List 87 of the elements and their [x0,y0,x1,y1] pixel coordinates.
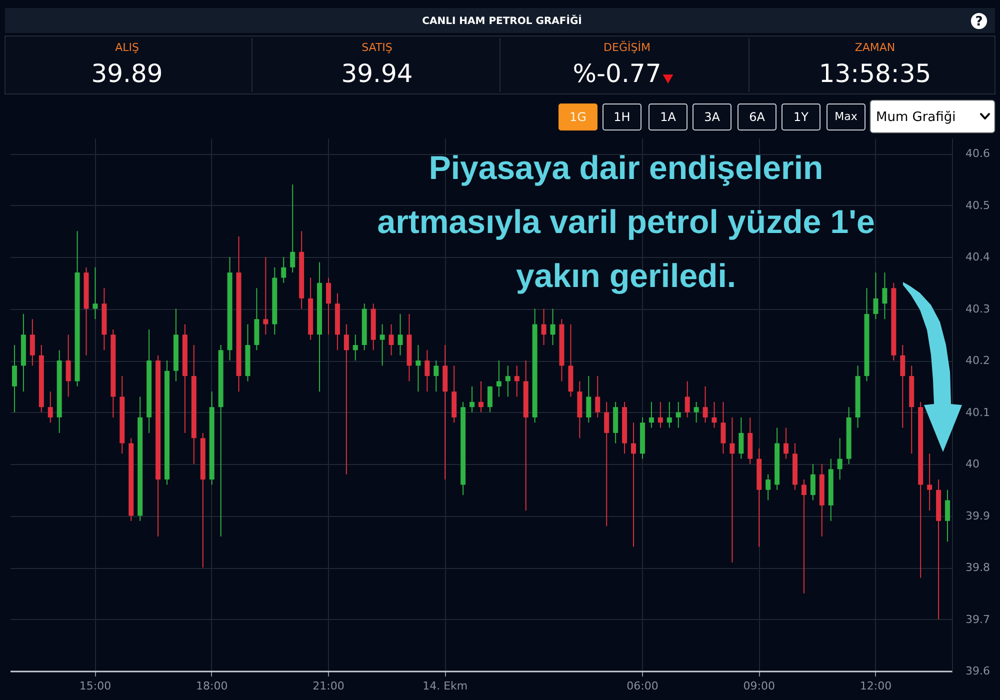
text: 39.94 [341,59,413,88]
candlestick [738,416,744,460]
candlestick [263,256,268,336]
candlestick [541,308,546,346]
text: 6A [749,110,766,124]
candlestick [801,479,806,594]
y-tick-label: 39.9 [966,509,990,522]
y-tick-label: 40.5 [966,198,990,212]
x-tick-label: 21:00 [312,680,344,692]
candlestick [326,277,331,336]
candlestick [873,272,878,320]
candlestick [12,344,17,413]
candlestick [586,376,592,424]
candlestick [945,489,950,542]
text: ? [975,14,983,30]
candlestick [595,376,600,418]
candlestick [676,401,681,428]
candlestick [478,380,484,413]
text: 13:58:35 [818,59,932,88]
candlestick [398,313,403,356]
y-tick-label: 40.4 [966,250,990,264]
text: 39.89 [91,59,163,88]
text: %-0.77 [572,59,662,88]
candlestick [658,401,663,428]
y-tick-label: 40.3 [966,302,990,316]
candlestick [344,324,349,475]
annotation: Piyasaya dair endişelerin artmasıyla varil petrol yüzde 1'e yakın geriledi. [377,149,875,294]
candlestick [720,401,726,454]
y-tick-label: 40 [966,458,980,471]
text: ZAMAN [854,41,896,54]
candlestick [380,324,385,366]
text: DEĞİŞİM [604,40,650,54]
candlestick [434,360,439,392]
candlestick [352,334,358,362]
candlestick [684,380,690,418]
text: SATIŞ [362,41,392,54]
x-tick-label: 09:00 [743,680,775,692]
candlestick [837,438,842,480]
text: 1G [570,110,586,124]
text: Mum Grafiği [876,110,956,125]
text: ALIŞ [115,41,139,54]
y-tick-label: 40.6 [966,147,990,160]
candlestick [416,344,421,392]
text: 1A [660,110,677,124]
candlestick [66,334,71,398]
x-tick-label: 12:00 [860,680,892,692]
candlestick [810,464,816,501]
x-tick-label: 14. Ekm [422,680,468,692]
candlestick [505,365,510,398]
candlestick [550,308,556,346]
candlestick [666,401,672,428]
candlestick [30,318,35,366]
text: Max [834,110,858,123]
text: 1Y [794,110,810,124]
x-tick-label: 06:00 [626,680,658,692]
candlestick [648,401,654,428]
candlestick [424,350,430,392]
candlestick [281,256,286,284]
y-tick-label: 40.2 [966,354,990,368]
y-tick-label: 40.1 [966,406,990,419]
candlestick [290,184,296,274]
candlestick [927,453,932,512]
chart-title: CANLI HAM PETROL GRAFİĞİ [422,14,582,27]
x-tick-label: 18:00 [196,680,228,692]
candlestick [766,474,771,501]
text: 1H [614,110,630,124]
y-tick-label: 39.6 [966,664,990,678]
candlestick [702,386,708,424]
candlestick [730,416,735,563]
candlestick [882,272,888,320]
y-tick-label: 39.8 [966,561,990,574]
x-tick-label: 15:00 [79,680,112,692]
candlestick [92,266,98,320]
candlestick [496,360,502,398]
candlestick [48,391,53,424]
candlestick [784,427,789,460]
text: 3A [704,110,721,124]
candlestick [712,401,717,428]
candlestick [604,401,610,527]
candlestick [631,422,636,548]
candlestick [388,324,394,356]
candlestick [694,401,699,424]
candlestick [514,365,520,398]
candlestick [470,386,475,413]
candlestick [487,386,492,413]
candlestick [900,344,906,428]
y-tick-label: 39.7 [966,612,990,626]
